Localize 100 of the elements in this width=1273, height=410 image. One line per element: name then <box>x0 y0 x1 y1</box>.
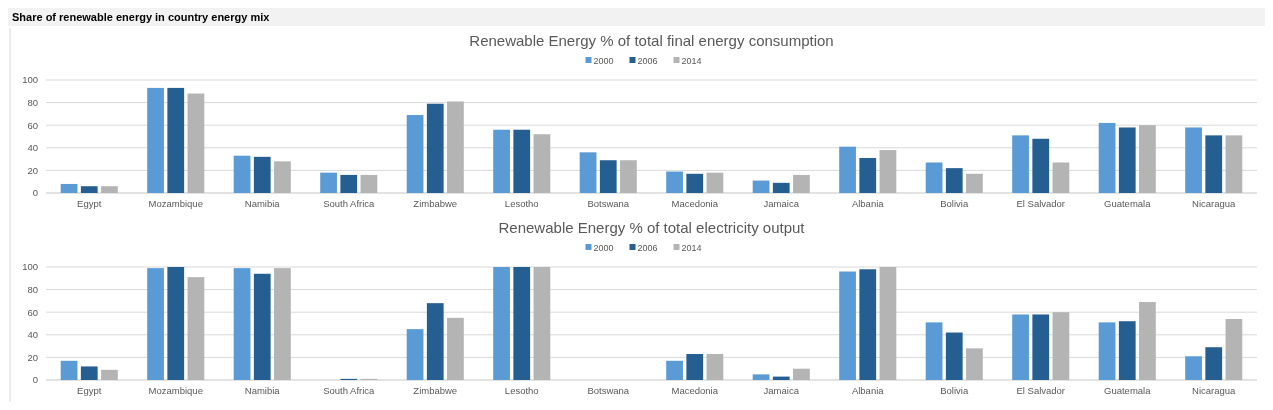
legend-label: 2000 <box>593 243 614 253</box>
bar <box>274 268 291 380</box>
bar <box>101 186 118 193</box>
x-tick-label: Lesotho <box>504 385 539 396</box>
x-tick-label: El Salvador <box>1016 198 1066 209</box>
y-tick-label: 0 <box>32 187 38 199</box>
chart-title: Renewable Energy % of total final energy consumption <box>469 32 834 49</box>
bar <box>1185 127 1202 193</box>
bar <box>80 366 98 380</box>
bar <box>513 267 531 380</box>
bar <box>925 162 943 193</box>
y-tick-label: 80 <box>27 283 38 295</box>
bar <box>253 273 271 380</box>
legend-label: 2000 <box>593 56 614 66</box>
bar <box>533 267 551 380</box>
bar <box>233 155 251 193</box>
x-tick-label: Nicaragua <box>1192 385 1237 396</box>
x-tick-label: Bolivia <box>940 198 969 209</box>
bar <box>533 134 551 193</box>
bar <box>233 268 251 380</box>
bar <box>493 267 510 380</box>
bar <box>60 183 78 193</box>
bar <box>686 173 704 193</box>
x-tick-label: Namibia <box>244 385 281 396</box>
y-tick-label: 20 <box>27 164 38 176</box>
x-tick-label: Macedonia <box>671 385 719 396</box>
y-tick-label: 40 <box>27 142 38 154</box>
bar <box>793 174 810 193</box>
x-tick-label: Mozambique <box>148 198 203 209</box>
y-tick-label: 60 <box>27 119 38 131</box>
x-tick-label: Egypt <box>77 385 102 396</box>
legend-label: 2014 <box>681 56 702 66</box>
legend-label: 2006 <box>637 56 658 66</box>
bar <box>406 329 424 380</box>
bar <box>945 332 963 380</box>
legend-label: 2006 <box>637 243 658 253</box>
bar <box>147 87 164 193</box>
bar <box>925 322 943 380</box>
bar <box>147 268 164 380</box>
y-tick-label: 0 <box>32 374 38 386</box>
bar <box>945 168 963 193</box>
bar <box>167 87 185 193</box>
bar <box>1225 135 1243 193</box>
bar <box>839 146 856 193</box>
bar <box>513 129 531 193</box>
bar <box>793 368 810 380</box>
bar <box>1118 321 1136 380</box>
bar <box>320 172 337 193</box>
x-tick-label: Egypt <box>77 198 102 209</box>
y-tick-label: 80 <box>27 96 38 108</box>
bar <box>447 317 464 380</box>
bar <box>666 360 683 380</box>
bar <box>493 129 510 193</box>
bar <box>187 93 205 193</box>
y-tick-label: 40 <box>27 329 38 341</box>
bar <box>274 161 291 193</box>
x-tick-label: Guatemala <box>1104 385 1152 396</box>
bar <box>101 369 118 380</box>
y-tick-label: 60 <box>27 306 38 318</box>
bar <box>253 156 271 193</box>
bar <box>706 354 724 380</box>
bar <box>579 152 597 193</box>
bar <box>406 115 424 193</box>
bar <box>966 173 983 193</box>
bar <box>1032 138 1050 193</box>
bar <box>187 277 205 380</box>
bar <box>1032 314 1050 380</box>
bar <box>1205 347 1223 380</box>
y-tick-label: 100 <box>22 74 38 86</box>
bar <box>167 267 185 380</box>
bar <box>60 360 78 380</box>
bar <box>1012 314 1029 380</box>
bar <box>340 174 358 193</box>
x-tick-label: Albania <box>851 198 885 209</box>
bar <box>966 348 983 380</box>
bar <box>879 150 897 193</box>
bar <box>360 174 378 193</box>
bar <box>879 267 897 380</box>
bar <box>1012 135 1029 193</box>
text: Share of renewable energy in country energy mix <box>12 11 271 23</box>
x-tick-label: South Africa <box>323 198 376 209</box>
bar <box>1118 127 1136 193</box>
bar <box>1139 302 1156 380</box>
bar <box>706 172 724 193</box>
bar <box>1052 162 1070 193</box>
bar <box>1098 322 1116 380</box>
x-tick-label: Bolivia <box>940 385 969 396</box>
y-tick-label: 100 <box>22 261 38 273</box>
x-tick-label: Lesotho <box>504 198 539 209</box>
y-tick-label: 20 <box>27 351 38 363</box>
x-tick-label: Botswana <box>587 385 630 396</box>
x-tick-label: Namibia <box>244 198 281 209</box>
x-tick-label: Nicaragua <box>1192 198 1237 209</box>
x-tick-label: Botswana <box>587 198 630 209</box>
x-tick-label: South Africa <box>323 385 376 396</box>
bar <box>1225 318 1243 380</box>
bar <box>1185 356 1202 380</box>
bar <box>1052 312 1070 380</box>
x-tick-label: Jamaica <box>763 385 800 396</box>
x-tick-label: Zimbabwe <box>413 198 458 209</box>
